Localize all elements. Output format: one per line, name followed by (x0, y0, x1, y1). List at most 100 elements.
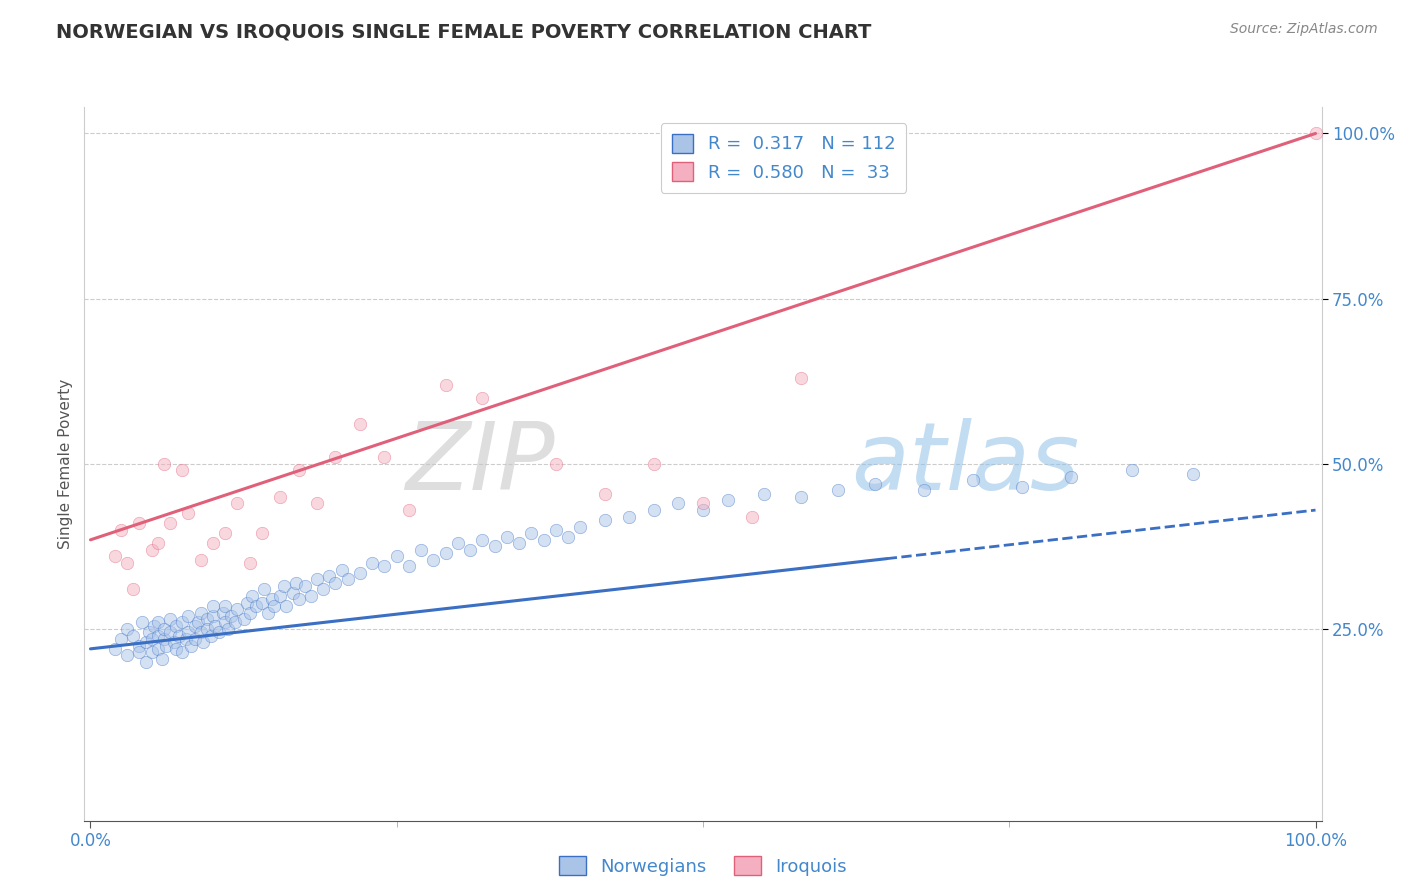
Point (122, 582, 145, 597)
Point (471, 533, 494, 547)
Point (863, 476, 886, 491)
Point (741, 509, 763, 524)
Point (508, 536, 530, 550)
Point (307, 496, 329, 510)
Point (692, 496, 714, 510)
Point (104, 549, 127, 564)
Point (361, 556, 384, 570)
Point (269, 589, 291, 603)
Point (141, 542, 163, 557)
Point (458, 542, 481, 557)
Point (224, 615, 246, 630)
Point (307, 573, 329, 587)
Point (172, 645, 194, 659)
Point (183, 632, 205, 646)
Point (180, 639, 202, 653)
Point (110, 632, 132, 646)
Point (294, 579, 316, 593)
Point (533, 533, 555, 547)
Text: atlas: atlas (852, 418, 1080, 509)
Point (643, 503, 665, 517)
Point (165, 641, 187, 656)
Point (827, 483, 849, 498)
Point (557, 529, 579, 543)
Point (236, 596, 259, 610)
Point (1121, 463, 1143, 477)
Point (165, 618, 187, 632)
Point (269, 490, 291, 504)
Point (226, 496, 249, 510)
Point (263, 599, 285, 613)
Point (104, 641, 127, 656)
Point (167, 629, 190, 643)
Point (754, 486, 776, 500)
Point (962, 474, 984, 488)
Point (141, 645, 163, 659)
Point (163, 635, 186, 649)
Point (593, 513, 616, 527)
Point (240, 589, 263, 603)
Point (496, 529, 519, 543)
Point (287, 592, 309, 607)
Point (373, 450, 395, 465)
Point (1182, 467, 1205, 481)
Y-axis label: Single Female Poverty: Single Female Poverty (58, 379, 73, 549)
Point (373, 559, 395, 574)
Point (187, 615, 209, 630)
Point (159, 612, 181, 626)
Point (193, 635, 215, 649)
Point (172, 463, 194, 477)
Point (1011, 480, 1033, 494)
Point (668, 496, 690, 510)
Point (174, 632, 197, 646)
Point (214, 526, 236, 541)
Point (146, 615, 169, 630)
Point (312, 582, 335, 597)
Point (195, 612, 218, 626)
Point (201, 599, 224, 613)
Point (159, 625, 181, 640)
Point (110, 523, 132, 537)
Point (336, 573, 359, 587)
Text: ZIP: ZIP (405, 418, 554, 509)
Point (146, 641, 169, 656)
Point (200, 629, 222, 643)
Point (520, 526, 543, 541)
Point (299, 589, 322, 603)
Point (138, 625, 160, 640)
Point (434, 377, 457, 392)
Point (544, 523, 567, 537)
Point (172, 615, 194, 630)
Point (398, 559, 420, 574)
Point (422, 552, 444, 566)
Point (177, 625, 200, 640)
Point (447, 536, 470, 550)
Point (214, 599, 236, 613)
Legend: Norwegians, Iroquois: Norwegians, Iroquois (551, 849, 855, 883)
Point (153, 457, 176, 471)
Point (471, 391, 494, 405)
Point (208, 625, 231, 640)
Point (260, 592, 283, 607)
Point (190, 552, 212, 566)
Point (239, 606, 262, 620)
Point (190, 625, 212, 640)
Point (912, 483, 935, 498)
Point (285, 575, 308, 590)
Point (273, 579, 295, 593)
Point (411, 542, 433, 557)
Point (115, 648, 138, 663)
Point (232, 612, 254, 626)
Point (349, 417, 371, 432)
Point (177, 507, 200, 521)
Point (318, 569, 340, 583)
Point (122, 629, 145, 643)
Point (155, 639, 177, 653)
Point (544, 457, 567, 471)
Point (569, 519, 592, 533)
Point (177, 608, 200, 623)
Point (195, 622, 218, 636)
Point (141, 632, 163, 646)
Text: NORWEGIAN VS IROQUOIS SINGLE FEMALE POVERTY CORRELATION CHART: NORWEGIAN VS IROQUOIS SINGLE FEMALE POVE… (56, 22, 872, 41)
Point (619, 509, 641, 524)
